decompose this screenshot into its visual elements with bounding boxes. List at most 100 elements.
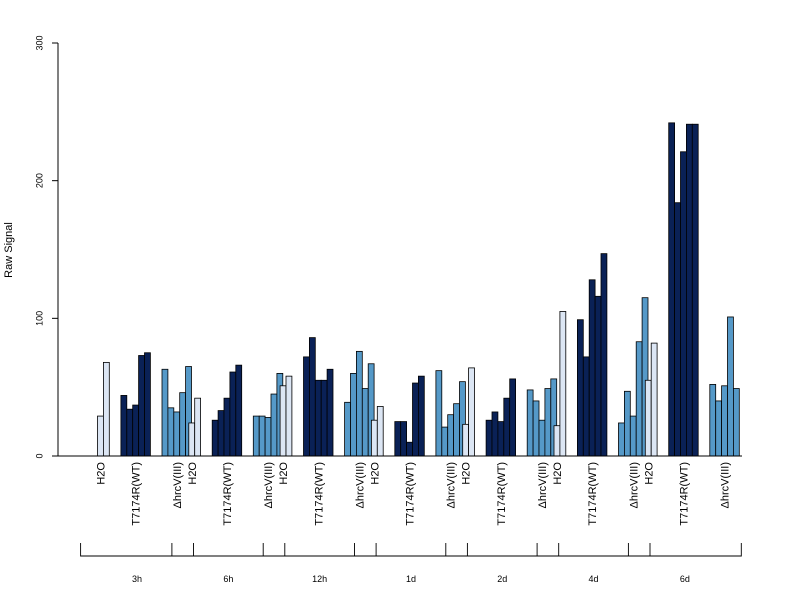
treatment-label: H2O <box>187 462 199 485</box>
bar <box>370 419 378 457</box>
bar <box>491 411 499 457</box>
treatment-label: H2O <box>369 462 381 485</box>
treatment-label: ΔhrcV(III) <box>263 462 275 508</box>
bar <box>417 375 425 457</box>
y-tick-label: 300 <box>34 35 44 50</box>
bar <box>588 279 596 457</box>
bar <box>285 375 293 457</box>
bar <box>668 122 676 457</box>
treatment-label: ΔhrcV(III) <box>172 462 184 508</box>
bar <box>235 364 243 457</box>
time-brackets: 3h 6h 12h 1d 2d 4d 6d <box>80 543 742 584</box>
bar <box>462 423 470 457</box>
bar <box>509 378 517 457</box>
y-tick-label: 0 <box>34 453 44 458</box>
treatment-label: T7174R(WT) <box>313 462 325 526</box>
time-label: 4d <box>589 574 599 584</box>
bar <box>727 316 734 457</box>
bar <box>223 397 231 457</box>
y-axis-label: Raw Signal <box>3 222 15 278</box>
bar <box>217 410 225 457</box>
time-bracket <box>262 543 377 557</box>
treatment-label: ΔhrcV(III) <box>720 462 732 508</box>
bar <box>485 419 493 457</box>
bar <box>715 400 723 457</box>
treatment-labels: H2O T7174R(WT) ΔhrcV(III) H2O T7174R(WT) Δhrc… <box>95 462 731 526</box>
treatment-label: H2O <box>643 462 655 485</box>
time-label: 12h <box>312 574 327 584</box>
bar <box>303 356 310 457</box>
bar <box>229 371 237 457</box>
bar <box>252 415 260 457</box>
bar <box>167 407 175 457</box>
bar <box>361 388 369 457</box>
bar <box>629 415 637 457</box>
treatment-label: ΔhrcV(III) <box>354 462 366 508</box>
time-label: 3h <box>132 574 142 584</box>
bar <box>179 392 186 457</box>
bar <box>544 388 552 457</box>
y-tick-label: 100 <box>34 311 44 326</box>
time-label: 1d <box>406 574 416 584</box>
time-bracket <box>445 543 560 557</box>
bar <box>577 319 584 457</box>
bar <box>120 395 128 457</box>
time-label: 2d <box>497 574 507 584</box>
bar <box>320 379 328 457</box>
treatment-label: H2O <box>95 462 107 485</box>
treatment-label: T7174R(WT) <box>678 462 690 526</box>
bar <box>594 295 602 457</box>
treatment-label: T7174R(WT) <box>587 462 599 526</box>
bar <box>394 421 402 457</box>
bar <box>532 400 540 457</box>
bar <box>279 385 287 457</box>
treatment-label: ΔhrcV(III) <box>446 462 458 508</box>
bar <box>138 355 145 457</box>
treatment-label: T7174R(WT) <box>496 462 508 526</box>
bars <box>97 122 740 457</box>
bar <box>412 382 419 457</box>
bar <box>194 397 201 457</box>
bar <box>350 372 357 457</box>
bar <box>126 408 134 457</box>
bar <box>264 417 272 457</box>
bar <box>686 123 693 457</box>
bar <box>447 414 455 457</box>
bar <box>376 406 384 457</box>
bar <box>132 404 139 457</box>
bar <box>503 397 511 457</box>
time-bracket <box>536 543 651 557</box>
treatment-label: ΔhrcV(III) <box>628 462 640 508</box>
bar <box>355 350 363 457</box>
bar <box>270 393 278 457</box>
bar <box>326 368 334 457</box>
bar <box>526 389 534 457</box>
time-label: 6d <box>680 574 690 584</box>
bar <box>733 388 740 457</box>
bar <box>97 415 104 457</box>
bar <box>680 151 687 457</box>
bar <box>314 379 322 457</box>
bar <box>582 356 590 457</box>
bar <box>600 253 608 457</box>
bar <box>211 419 219 457</box>
bar <box>538 419 546 457</box>
bar <box>400 421 408 457</box>
y-axis: 0 100 200 300 <box>34 35 59 459</box>
bar <box>553 425 561 457</box>
bar <box>173 411 181 457</box>
bar <box>497 421 505 457</box>
bar <box>624 390 631 457</box>
bar <box>441 426 449 457</box>
bar <box>468 367 475 457</box>
bar <box>691 123 699 457</box>
bar <box>650 342 658 457</box>
treatment-label: H2O <box>461 462 473 485</box>
bar <box>308 337 316 457</box>
bar <box>721 385 728 457</box>
bar <box>344 401 351 457</box>
bar <box>258 415 266 457</box>
treatment-label: T7174R(WT) <box>222 462 234 526</box>
treatment-label: T7174R(WT) <box>405 462 417 526</box>
